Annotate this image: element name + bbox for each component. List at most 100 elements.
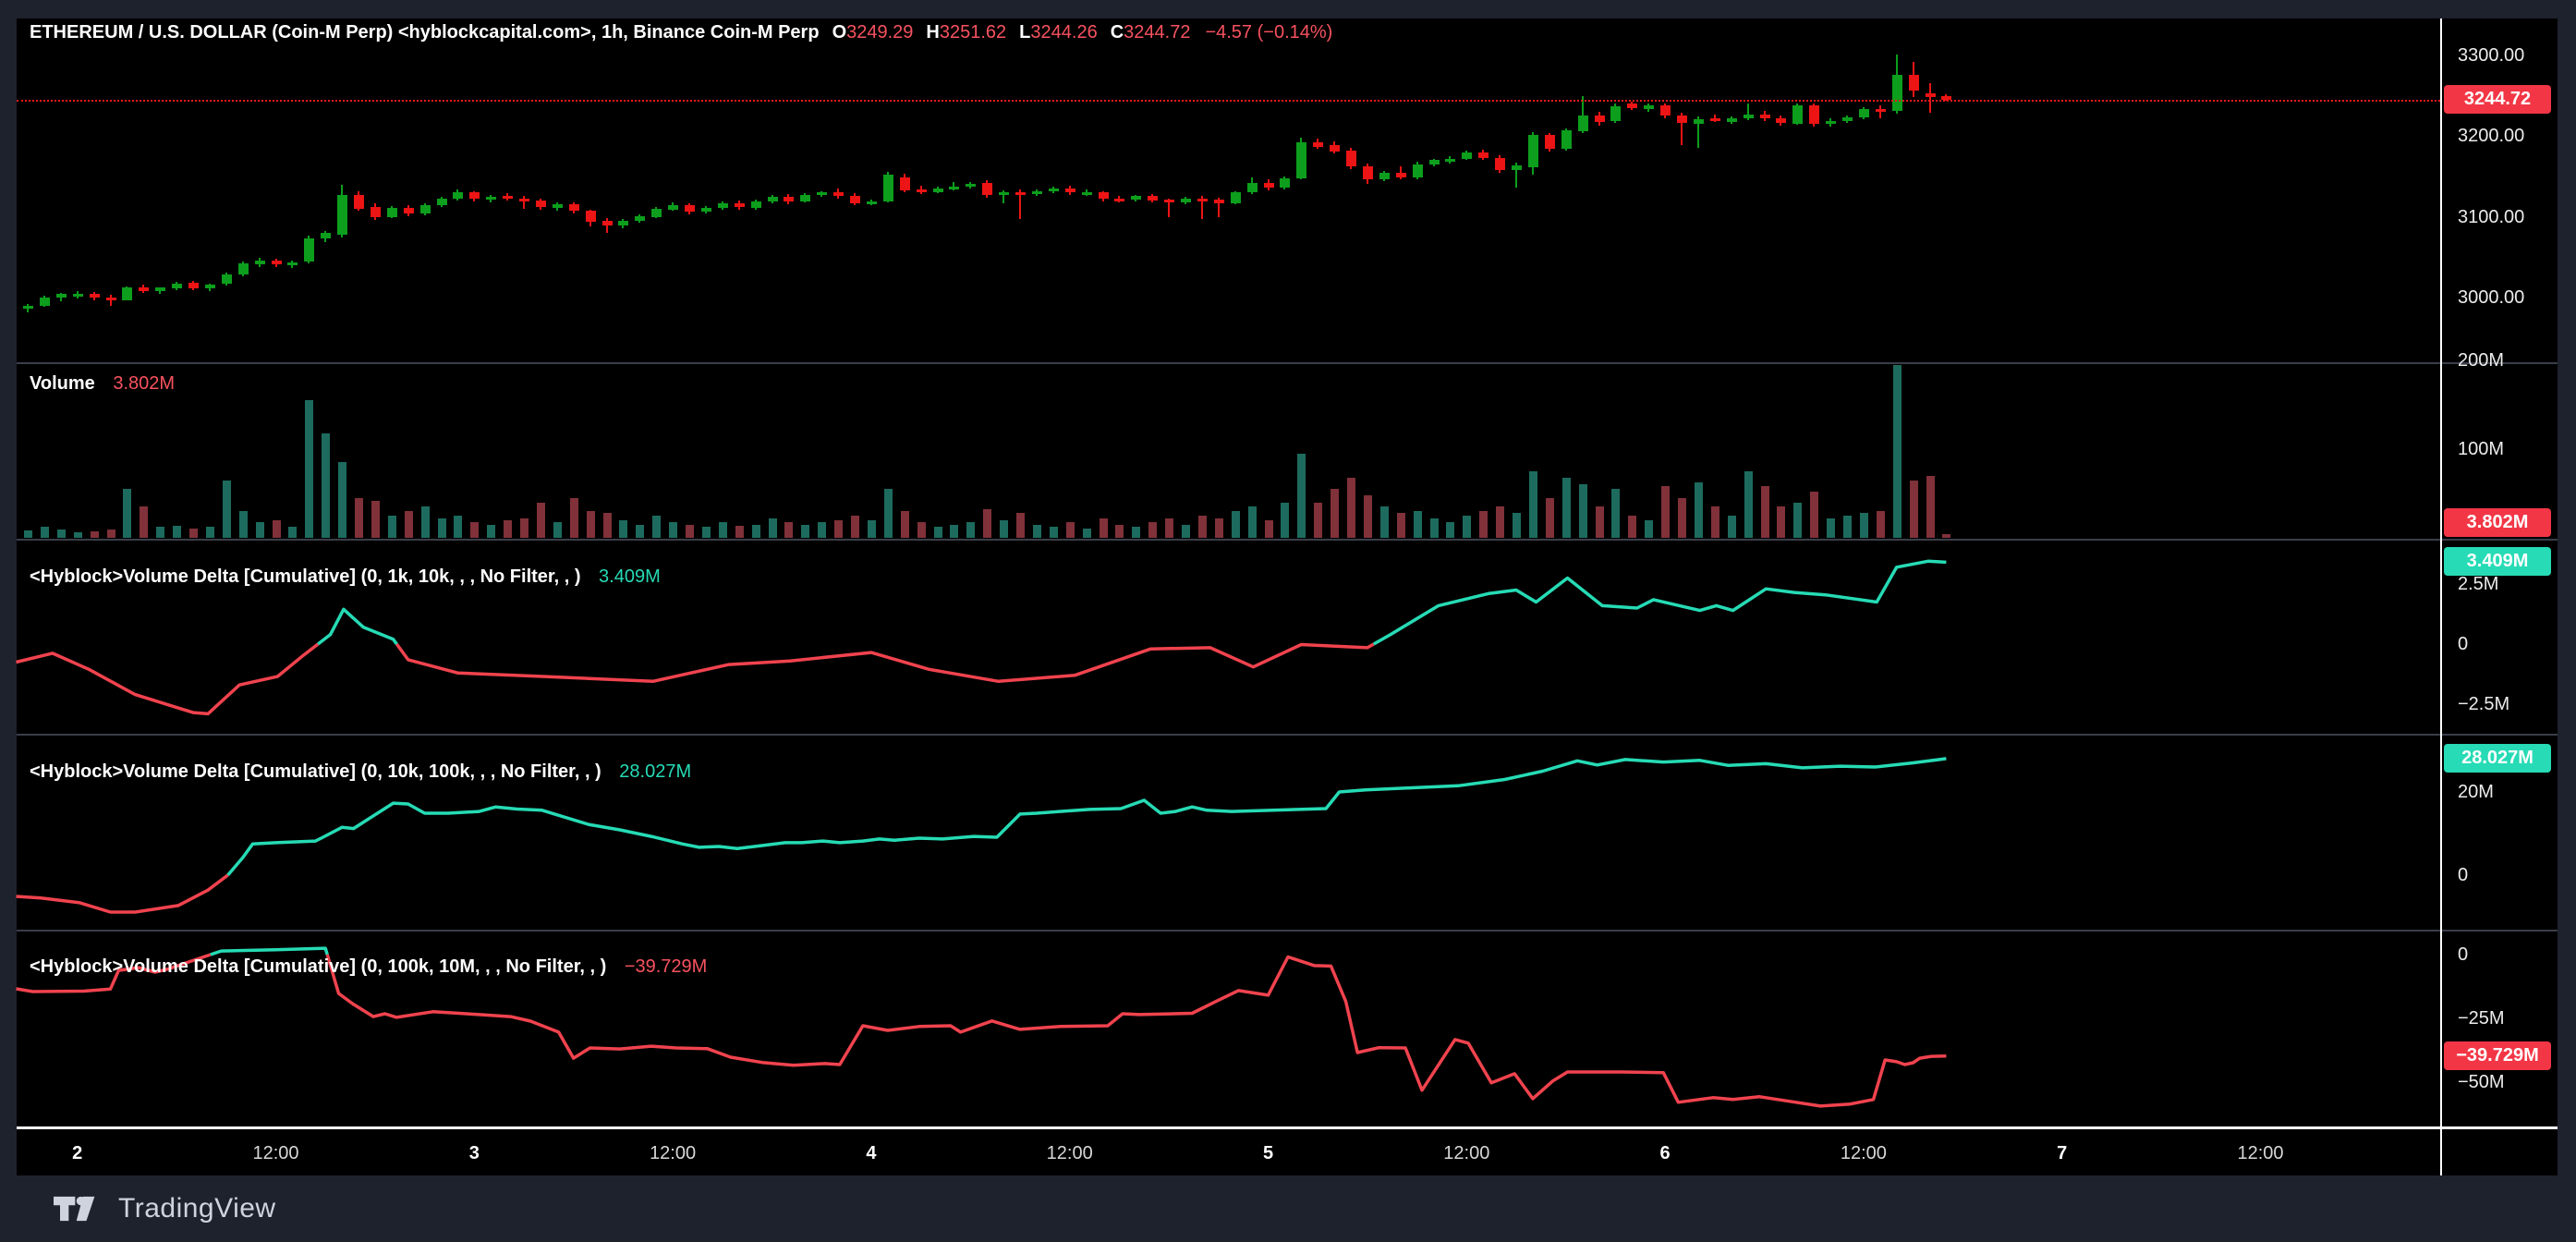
last-price-line <box>17 100 2440 103</box>
candle <box>784 196 795 201</box>
volume-bar <box>1561 477 1571 538</box>
volume-bar <box>1297 453 1306 538</box>
candle <box>1346 151 1356 167</box>
delta2-legend-value: 28.027M <box>619 761 692 782</box>
candle <box>1709 118 1720 122</box>
scale-tick-label: 3200.00 <box>2458 126 2525 147</box>
pane-separator[interactable] <box>17 539 2558 541</box>
candle <box>750 201 761 208</box>
candle <box>122 287 133 300</box>
candle <box>321 233 332 239</box>
ohlc-key: H <box>926 22 940 43</box>
volume-bar <box>189 529 198 538</box>
candle <box>1677 115 1687 124</box>
delta2-legend[interactable]: <Hyblock>Volume Delta [Cumulative] (0, 1… <box>30 761 691 783</box>
candle <box>370 207 381 217</box>
volume-legend[interactable]: Volume 3.802M <box>30 373 175 395</box>
volume-bar <box>1496 506 1505 538</box>
candle <box>1395 173 1406 177</box>
scale-tick-label: 100M <box>2458 439 2505 459</box>
scale-tick-label: 3300.00 <box>2458 45 2525 66</box>
candle <box>1081 191 1092 195</box>
volume-bar <box>1810 492 1819 538</box>
candle <box>1114 199 1125 202</box>
candle <box>1693 118 1704 125</box>
candle <box>1577 115 1588 132</box>
candle <box>1478 152 1489 158</box>
candle <box>1891 74 1902 112</box>
candle <box>1875 108 1886 112</box>
volume-bar <box>1331 489 1340 538</box>
pane-separator[interactable] <box>17 362 2558 364</box>
delta2-value-badge: 28.027M <box>2444 743 2551 773</box>
candle <box>1495 157 1506 170</box>
time-tick-label: 12:00 <box>2237 1143 2284 1163</box>
volume-bar <box>1611 489 1621 538</box>
volume-bar <box>1214 518 1223 538</box>
candle <box>700 207 711 213</box>
candle <box>1726 118 1737 122</box>
candle <box>1015 191 1026 195</box>
volume-pane[interactable] <box>17 363 2440 540</box>
volume-bar <box>1463 516 1472 538</box>
scale-tick-label: −50M <box>2458 1072 2505 1092</box>
scale-tick-label: 0 <box>2458 634 2469 654</box>
volume-bar <box>1595 506 1604 538</box>
pane-separator[interactable] <box>17 930 2558 932</box>
volume-bar <box>1661 486 1671 538</box>
candle <box>1164 200 1175 203</box>
volume-bar <box>1429 518 1439 538</box>
candle <box>850 195 860 203</box>
tradingview-logo-text: TradingView <box>118 1193 276 1224</box>
delta3-legend[interactable]: <Hyblock>Volume Delta [Cumulative] (0, 1… <box>30 956 707 978</box>
candle <box>685 204 695 213</box>
volume-bar <box>73 532 82 538</box>
candle <box>1246 182 1258 193</box>
volume-bar <box>1859 513 1868 538</box>
volume-bar <box>1479 511 1488 538</box>
candle-wick <box>1399 165 1402 180</box>
candle <box>1544 135 1555 150</box>
volume-bar <box>1710 506 1719 538</box>
pane-separator[interactable] <box>17 734 2558 736</box>
scale-tick-label: 2.5M <box>2458 574 2499 594</box>
tradingview-logo[interactable]: TradingView <box>54 1193 276 1224</box>
candle-wick <box>1681 112 1683 145</box>
last-price-badge: 3244.72 <box>2444 85 2551 115</box>
volume-bar <box>1099 518 1108 538</box>
volume-bar <box>1396 513 1405 538</box>
time-tick-label: 4 <box>866 1143 877 1163</box>
volume-bar <box>1347 477 1355 538</box>
candle <box>1445 158 1456 162</box>
candle <box>354 195 364 209</box>
delta2-legend-title: <Hyblock>Volume Delta [Cumulative] (0, 1… <box>30 761 601 782</box>
candle-wick <box>953 182 955 190</box>
candle <box>519 198 529 201</box>
candle <box>105 297 116 300</box>
candle <box>304 238 315 262</box>
price-pane[interactable] <box>17 18 2440 363</box>
candle <box>1098 192 1109 200</box>
candle <box>1610 105 1622 121</box>
volume-bar <box>173 525 182 538</box>
time-tick-label: 5 <box>1262 1143 1274 1163</box>
symbol-legend[interactable]: ETHEREUM / U.S. DOLLAR (Coin-M Perp) <hy… <box>30 22 1332 43</box>
candle <box>1842 117 1853 121</box>
volume-bar <box>1777 506 1786 538</box>
candle-wick <box>1713 114 1716 123</box>
candle <box>1313 142 1324 147</box>
candle <box>1759 114 1770 119</box>
volume-bar <box>1197 516 1207 538</box>
candle <box>833 192 844 196</box>
delta1-legend[interactable]: <Hyblock>Volume Delta [Cumulative] (0, 1… <box>30 566 661 588</box>
scale-tick-label: 200M <box>2458 350 2505 371</box>
candle-wick <box>1200 195 1203 220</box>
candle <box>254 260 265 265</box>
volume-bar <box>1165 518 1174 538</box>
volume-bar <box>735 525 744 538</box>
candle <box>1048 189 1059 192</box>
volume-bar <box>487 524 496 538</box>
volume-bar <box>751 524 760 538</box>
candle-wick <box>1217 197 1220 218</box>
volume-bar <box>1413 511 1422 538</box>
